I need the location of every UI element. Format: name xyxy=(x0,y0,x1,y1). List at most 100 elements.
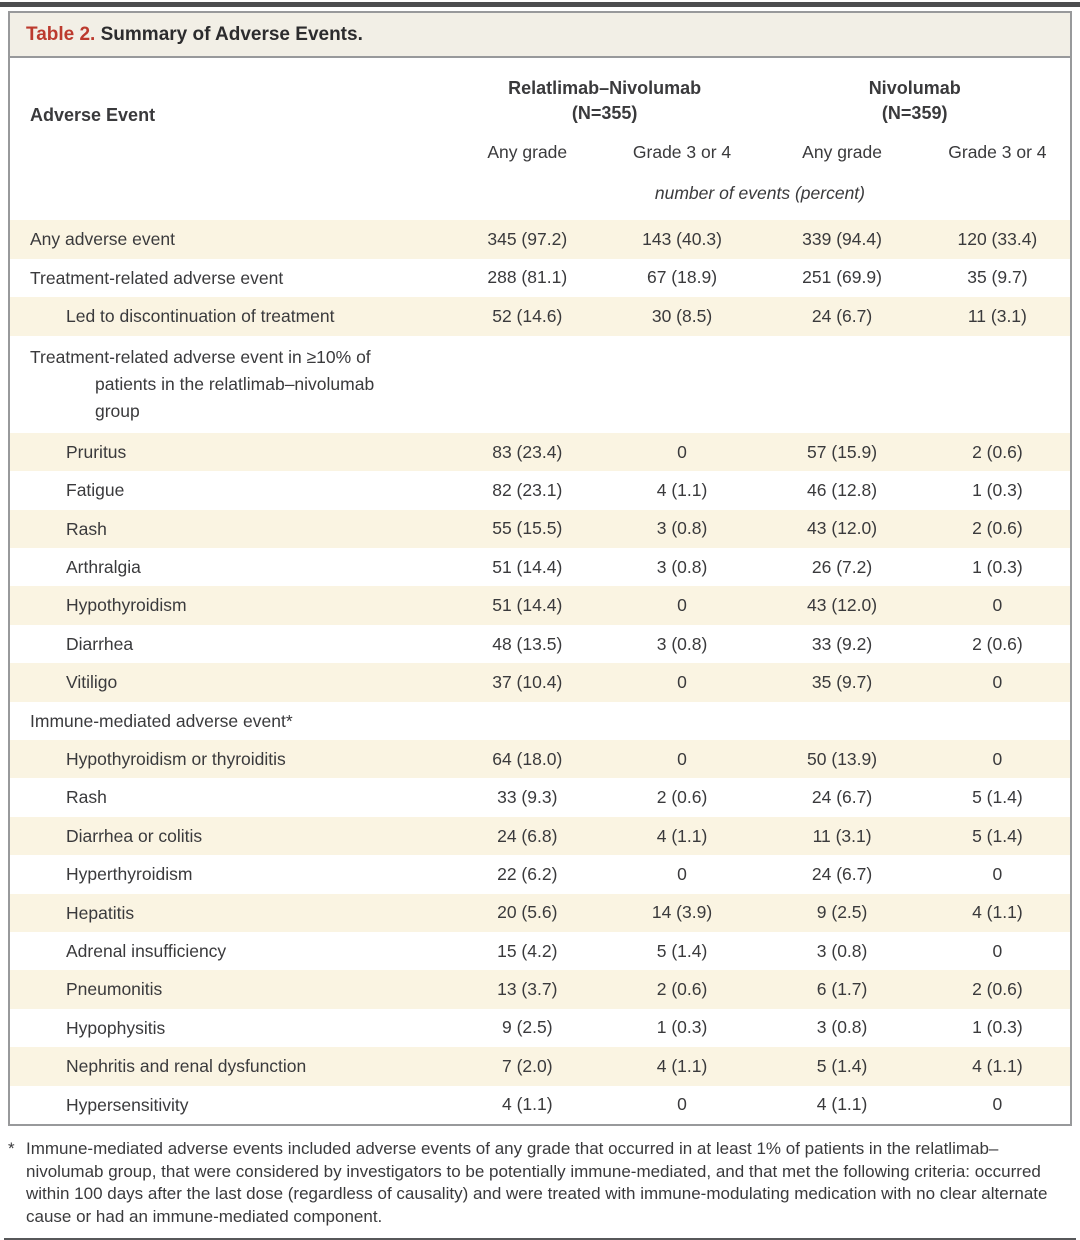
group-name: Nivolumab xyxy=(868,78,961,98)
cell-value: 3 (0.8) xyxy=(816,940,868,961)
row-label: Immune-mediated adverse event* xyxy=(30,710,293,731)
cell-value: 37 (10.4) xyxy=(492,671,563,692)
cell-value: 14 (3.9) xyxy=(651,902,713,923)
row-label: Rash xyxy=(66,787,107,808)
cell-value: 5 (1.4) xyxy=(816,1055,868,1076)
cell-value: 0 xyxy=(992,595,1003,616)
table-row: Fatigue 82 (23.1) 4 (1.1) 46 (12.8) 1 (0… xyxy=(10,471,1070,509)
table-row: Treatment-related adverse event in ≥10% … xyxy=(10,336,1070,433)
cell-value: 345 (97.2) xyxy=(487,229,568,250)
row-label: Hyperthyroidism xyxy=(66,864,193,885)
cell-value: 0 xyxy=(677,748,687,769)
row-label: Pneumonitis xyxy=(66,979,163,1000)
table-row: Arthralgia 51 (14.4) 3 (0.8) 26 (7.2) 1 … xyxy=(10,548,1070,586)
table-row: Adrenal insufficiency 15 (4.2) 5 (1.4) 3… xyxy=(10,932,1070,970)
cell-value: 7 (2.0) xyxy=(501,1055,553,1076)
group-name: Relatlimab–Nivolumab xyxy=(508,78,702,98)
row-label: Treatment-related adverse event in ≥10% … xyxy=(30,346,375,421)
cell-value: 4 (1.1) xyxy=(656,480,708,500)
cell-value xyxy=(925,702,1070,740)
row-label: Fatigue xyxy=(66,480,125,501)
cell-value: 5 (1.4) xyxy=(656,940,708,961)
cell-value xyxy=(605,702,760,740)
cell-value: 33 (9.3) xyxy=(497,787,558,808)
table-row: Hyperthyroidism 22 (6.2) 0 24 (6.7) 0 xyxy=(10,855,1070,893)
row-label: Nephritis and renal dysfunction xyxy=(66,1056,307,1077)
cell-value: 0 xyxy=(992,748,1003,769)
cell-value: 11 (3.1) xyxy=(812,825,872,846)
footnote: * Immune-mediated adverse events include… xyxy=(8,1138,1072,1228)
subheader-grade-3-4-1: Grade 3 or 4 xyxy=(632,142,732,163)
subheader-row: Any grade Grade 3 or 4 Any grade Grade 3… xyxy=(10,132,1070,169)
cell-value: 0 xyxy=(677,441,687,462)
cell-value: 2 (0.6) xyxy=(656,979,708,1000)
cell-value: 9 (2.5) xyxy=(816,902,868,923)
cell-value: 5 (1.4) xyxy=(972,787,1023,808)
table-row: Any adverse event 345 (97.2) 143 (40.3) … xyxy=(10,220,1070,259)
cell-value: 143 (40.3) xyxy=(642,229,722,250)
cell-value: 33 (9.2) xyxy=(811,633,873,654)
cell-value: 2 (0.6) xyxy=(656,787,708,808)
cell-value: 9 (2.5) xyxy=(501,1017,553,1038)
group-n: (N=359) xyxy=(881,103,948,124)
cell-value: 4 (1.1) xyxy=(972,1055,1023,1076)
cell-value xyxy=(605,336,760,433)
group-header-relatlimab-nivolumab: Relatlimab–Nivolumab (N=355) xyxy=(450,58,760,132)
table-row: Diarrhea or colitis 24 (6.8) 4 (1.1) 11 … xyxy=(10,816,1070,856)
cell-value: 4 (1.1) xyxy=(656,1055,708,1076)
cell-value: 82 (23.1) xyxy=(492,480,563,500)
cell-value: 3 (0.8) xyxy=(656,518,708,539)
cell-value: 57 (15.9) xyxy=(807,441,878,462)
table-row: Hypophysitis 9 (2.5) 1 (0.3) 3 (0.8) 1 (… xyxy=(10,1009,1070,1047)
row-label: Led to discontinuation of treatment xyxy=(66,306,335,327)
cell-value: 35 (9.7) xyxy=(811,671,873,692)
cell-value: 43 (12.0) xyxy=(807,518,878,539)
cell-value: 1 (0.3) xyxy=(972,556,1023,577)
cell-value: 51 (14.4) xyxy=(492,556,563,577)
row-label: Arthralgia xyxy=(66,557,141,578)
units-row: number of events (percent) xyxy=(10,169,1070,220)
table-row: Pruritus 83 (23.4) 0 57 (15.9) 2 (0.6) xyxy=(10,432,1070,472)
table-row: Nephritis and renal dysfunction 7 (2.0) … xyxy=(10,1047,1070,1086)
row-label: Hypothyroidism or thyroiditis xyxy=(66,749,286,770)
cell-value: 20 (5.6) xyxy=(497,902,558,923)
row-label: Pruritus xyxy=(66,441,127,462)
subheader-spacer xyxy=(10,132,450,169)
cell-value: 24 (6.7) xyxy=(811,305,873,326)
adverse-events-table: Adverse Event Relatlimab–Nivolumab (N=35… xyxy=(10,58,1070,1124)
cell-value: 5 (1.4) xyxy=(972,825,1023,846)
cell-value: 0 xyxy=(677,671,687,692)
cell-value: 251 (69.9) xyxy=(802,267,882,288)
table-row: Hepatitis 20 (5.6) 14 (3.9) 9 (2.5) 4 (1… xyxy=(10,893,1070,932)
group-header-row: Adverse Event Relatlimab–Nivolumab (N=35… xyxy=(10,58,1070,132)
row-label: Vitiligo xyxy=(66,672,118,693)
units-spacer xyxy=(10,169,450,220)
units-note: number of events (percent) xyxy=(654,183,865,204)
table-row: Pneumonitis 13 (3.7) 2 (0.6) 6 (1.7) 2 (… xyxy=(10,970,1070,1009)
cell-value: 3 (0.8) xyxy=(656,633,708,654)
row-label: Rash xyxy=(66,518,107,539)
cell-value: 52 (14.6) xyxy=(492,305,563,326)
cell-value: 4 (1.1) xyxy=(656,825,708,846)
table-row: Led to discontinuation of treatment 52 (… xyxy=(10,297,1070,336)
table-row: Hypersensitivity 4 (1.1) 0 4 (1.1) 0 xyxy=(10,1086,1070,1124)
cell-value: 2 (0.6) xyxy=(972,518,1023,539)
table-title: Summary of Adverse Events. xyxy=(100,24,363,45)
cell-value: 22 (6.2) xyxy=(497,863,558,884)
cell-value: 339 (94.4) xyxy=(802,229,882,250)
cell-value: 0 xyxy=(992,1094,1003,1115)
row-label: Adrenal insufficiency xyxy=(66,941,227,961)
table-row: Diarrhea 48 (13.5) 3 (0.8) 33 (9.2) 2 (0… xyxy=(10,625,1070,663)
footnote-text: Immune-mediated adverse events included … xyxy=(26,1138,1048,1226)
cell-value: 2 (0.6) xyxy=(972,979,1023,1000)
cell-value: 4 (1.1) xyxy=(816,1094,868,1115)
cell-value: 0 xyxy=(992,863,1003,884)
table-row: Hypothyroidism 51 (14.4) 0 43 (12.0) 0 xyxy=(10,586,1070,625)
cell-value: 50 (13.9) xyxy=(807,748,878,769)
cell-value: 24 (6.7) xyxy=(811,787,873,808)
cell-value: 55 (15.5) xyxy=(492,518,563,539)
cell-value: 15 (4.2) xyxy=(497,940,558,961)
table-row: Treatment-related adverse event 288 (81.… xyxy=(10,259,1070,297)
cell-value: 0 xyxy=(992,671,1003,692)
cell-value: 3 (0.8) xyxy=(656,556,708,577)
